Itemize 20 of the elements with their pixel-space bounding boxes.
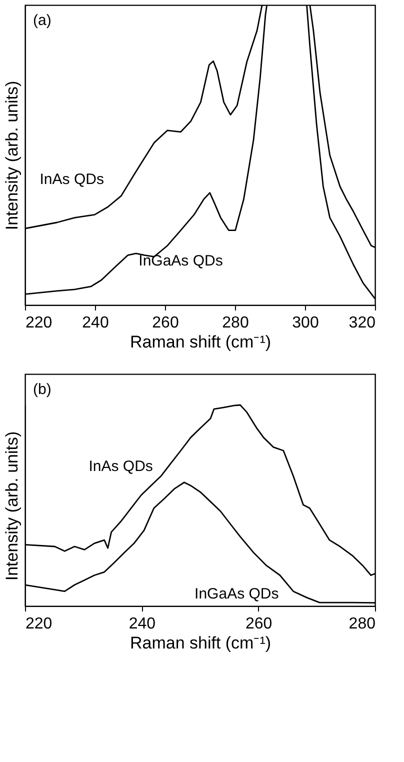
x-tick-label: 240 <box>82 314 109 332</box>
y-axis-title: Intensity (arb. units) <box>2 80 22 230</box>
x-tick-label: 260 <box>245 616 272 632</box>
annotation: (a) <box>33 12 52 29</box>
x-tick-label: 260 <box>152 314 179 332</box>
x-axis-title: Raman shift (cm⁻¹) <box>130 634 272 652</box>
text: (b) <box>33 381 52 398</box>
series-label: InAs QDs <box>88 458 153 476</box>
series-label: InGaAs QDs <box>194 586 279 603</box>
x-tick-label: 220 <box>26 314 52 332</box>
series-label: InAs QDs <box>40 170 104 188</box>
x-tick-label: 220 <box>26 616 52 632</box>
x-tick-label: 320 <box>348 314 376 332</box>
series-label: InGaAs QDs <box>138 252 223 270</box>
x-tick-label: 280 <box>222 314 249 332</box>
x-tick-label: 240 <box>128 616 156 632</box>
x-axis-title: Raman shift (cm⁻¹) <box>130 332 272 352</box>
y-axis-title: Intensity (arb. units) <box>2 431 22 581</box>
x-tick-label: 300 <box>292 314 319 332</box>
x-tick-label: 280 <box>348 616 376 632</box>
